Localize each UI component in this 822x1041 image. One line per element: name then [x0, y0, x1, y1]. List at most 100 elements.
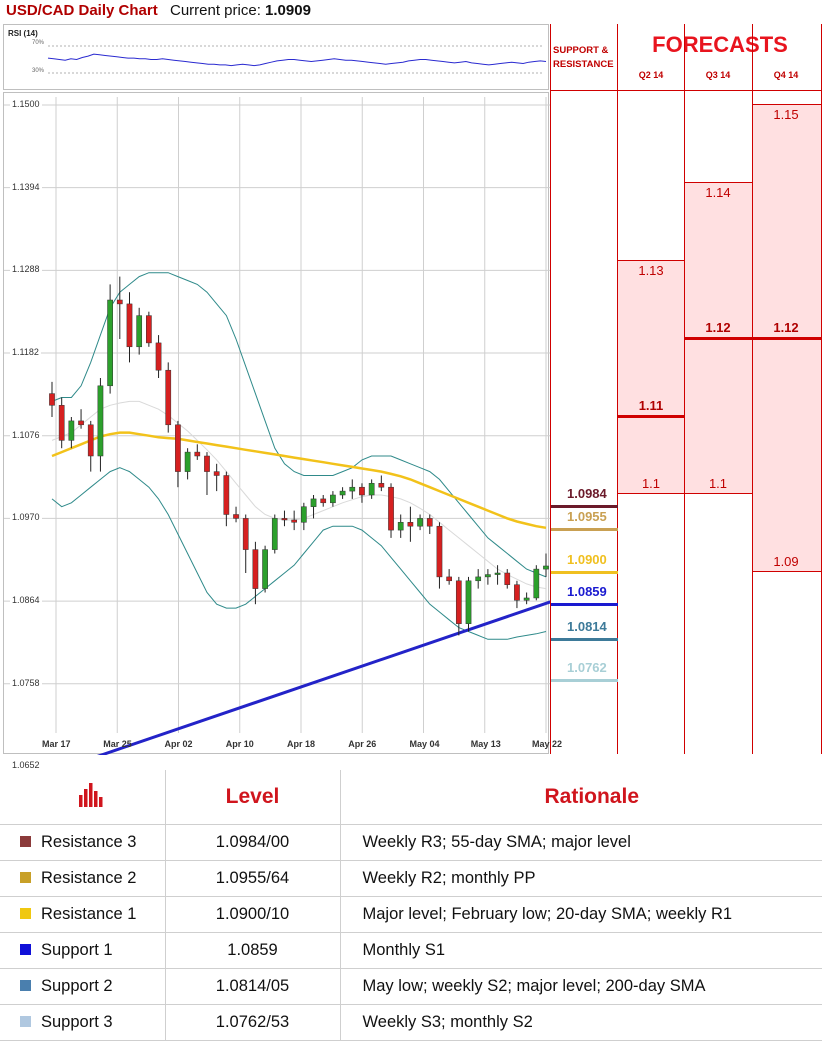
level-rationale: Monthly S1 [340, 932, 822, 969]
candle-body [242, 518, 249, 550]
candle-body [543, 565, 549, 570]
sr-level-line [551, 571, 618, 574]
level-name-cell: Support 2 [0, 968, 166, 1005]
candle-body [175, 424, 181, 472]
level-name: Support 1 [41, 941, 113, 959]
y-tick-label: 1.1500 [10, 99, 42, 109]
sr-level-line [551, 528, 618, 532]
rsi-tick-30: 30% [32, 68, 45, 74]
x-tick-label: May 13 [470, 739, 501, 749]
support-resistance-title: SUPPORT & RESISTANCE [553, 45, 614, 70]
levels-table-row: Resistance 2 1.0955/64 Weekly R2; monthly … [0, 860, 822, 897]
level-name-cell: Resistance 1 [0, 896, 166, 933]
level-name: Support 3 [41, 1013, 113, 1031]
forecasts-title: FORECASTS [652, 32, 788, 57]
candle-body [514, 584, 520, 601]
x-tick-label: Mar 17 [42, 739, 71, 749]
forecast-quarter-label: Q4 14 [773, 70, 799, 80]
candle-body [446, 576, 452, 582]
forecast-mid-line [618, 415, 684, 418]
levels-table-row: Support 3 1.0762/53 Weekly S3; monthly S2 [0, 1004, 822, 1041]
candle-body [368, 483, 375, 496]
level-value: 1.0984/00 [165, 824, 341, 861]
rsi-tick-70: 70% [32, 40, 45, 46]
forecast-mid-value: 1.12 [705, 320, 731, 335]
candle-body [397, 522, 404, 531]
rsi-plot [47, 45, 547, 74]
forecast-top-divider [550, 90, 822, 91]
level-value: 1.0814/05 [165, 968, 341, 1005]
y-tick-label: 1.0652 [10, 760, 42, 771]
y-tick-label: 1.1182 [10, 347, 41, 358]
candle-body [349, 486, 356, 492]
level-rationale: Weekly R2; monthly PP [340, 860, 822, 897]
candle-body [49, 393, 55, 406]
candle-body [359, 486, 365, 496]
y-tick-label: 1.1076 [10, 429, 42, 440]
y-tick-label: 1.1288 [10, 264, 42, 275]
price-chart-plot [4, 97, 550, 755]
candle-body [485, 574, 491, 578]
sr-level-label: 1.0762 [567, 659, 607, 675]
level-rationale: Major level; February low; 20-day SMA; w… [340, 896, 822, 933]
level-value: 1.0900/10 [165, 896, 341, 933]
sma-yellow-line [51, 431, 547, 530]
candle-body [417, 518, 423, 527]
forecast-high-value: 1.15 [773, 107, 799, 122]
forecast-high-value: 1.13 [638, 263, 664, 278]
level-name: Resistance 2 [41, 869, 137, 887]
rsi-panel: RSI (14) 70% 30% [3, 24, 549, 90]
x-tick-label: Apr 10 [225, 739, 254, 749]
forecast-low-value: 1.1 [708, 476, 728, 491]
forecast-column: 1.14 1.12 1.1 [685, 24, 753, 754]
level-name-cell: Support 1 [0, 932, 166, 969]
candle-body [146, 315, 152, 344]
level-rationale: Weekly R3; 55-day SMA; major level [340, 824, 822, 861]
candle-body [116, 299, 123, 305]
candle-body [155, 342, 162, 371]
sr-level-line [551, 602, 618, 606]
grid-lines [4, 97, 550, 733]
level-rationale: May low; weekly S2; major level; 200-day… [340, 968, 822, 1005]
candle-body [136, 315, 143, 348]
current-price-value: 1.0909 [265, 2, 311, 19]
level-value: 1.0859 [165, 932, 341, 969]
candle-body [233, 514, 239, 519]
forecast-mid-value: 1.11 [638, 398, 664, 413]
candle-body [436, 525, 443, 578]
candle-body [494, 572, 501, 575]
sr-level-label: 1.0984 [567, 486, 607, 502]
forecast-column: 1.13 1.11 1.1 [618, 24, 685, 754]
header-rationale: Rationale [340, 770, 822, 825]
bollinger-lower-line [51, 467, 547, 640]
sr-level-label: 1.0955 [567, 509, 607, 525]
level-name-cell: Support 3 [0, 1004, 166, 1041]
levels-table-header: Level Rationale [0, 770, 822, 825]
candle-body [78, 420, 84, 426]
sr-level-label: 1.0859 [567, 583, 607, 599]
bar-chart-icon [78, 783, 103, 807]
candle-body [291, 519, 298, 523]
x-tick-label: Apr 18 [287, 739, 316, 749]
candle-body [262, 549, 268, 589]
sma-gray-line [51, 400, 547, 590]
candle-body [97, 385, 104, 457]
candle-body [271, 518, 278, 550]
candle-body [223, 475, 230, 515]
forecast-range [618, 260, 684, 494]
levels-table-row: Support 1 1.0859 Monthly S1 [0, 932, 822, 969]
candle-body [504, 572, 511, 585]
forecast-low-value: 1.1 [641, 476, 661, 491]
sr-level-label: 1.0814 [567, 619, 607, 635]
candle-body [194, 451, 201, 457]
level-color-swatch [20, 944, 31, 955]
candle-body [465, 580, 472, 624]
candle-body [378, 483, 385, 488]
forecast-high-value: 1.14 [705, 185, 731, 200]
sr-level-line [551, 505, 618, 509]
x-tick-label: May 22 [532, 739, 563, 749]
level-name: Resistance 1 [41, 905, 137, 923]
forecast-mid-line [753, 337, 821, 340]
rsi-title: RSI (14) [8, 29, 38, 38]
candle-body [339, 490, 346, 496]
